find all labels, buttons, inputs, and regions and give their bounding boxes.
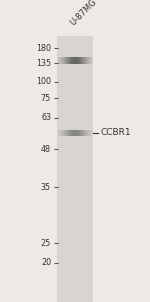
Bar — [59, 57, 60, 64]
Bar — [80, 130, 81, 136]
Bar — [68, 130, 69, 136]
Bar — [64, 130, 65, 136]
Bar — [65, 130, 66, 136]
Text: U-87MG: U-87MG — [69, 0, 99, 27]
Bar — [89, 57, 90, 64]
Bar — [73, 130, 74, 136]
Text: 75: 75 — [41, 94, 51, 103]
Text: 20: 20 — [41, 258, 51, 267]
Bar — [70, 57, 71, 64]
Bar — [60, 57, 61, 64]
Bar — [84, 130, 85, 136]
Bar — [75, 57, 76, 64]
Text: 135: 135 — [36, 59, 51, 68]
Bar — [86, 57, 87, 64]
Bar — [66, 57, 67, 64]
Bar — [90, 57, 91, 64]
Bar — [83, 130, 84, 136]
Bar — [90, 130, 91, 136]
Bar — [78, 130, 79, 136]
Bar — [82, 130, 83, 136]
Text: 25: 25 — [41, 239, 51, 248]
Bar — [84, 57, 85, 64]
Bar — [91, 130, 92, 136]
Bar — [91, 57, 92, 64]
Bar — [63, 57, 64, 64]
Bar — [58, 57, 59, 64]
Bar — [57, 36, 93, 302]
Bar — [77, 130, 78, 136]
Bar — [77, 57, 78, 64]
Bar — [72, 57, 73, 64]
Bar — [70, 130, 71, 136]
Text: 180: 180 — [36, 44, 51, 53]
Bar — [68, 57, 69, 64]
Bar — [88, 130, 89, 136]
Text: 35: 35 — [41, 183, 51, 192]
Bar — [62, 57, 63, 64]
Text: 63: 63 — [41, 113, 51, 122]
Bar — [87, 57, 88, 64]
Bar — [69, 130, 70, 136]
Bar — [62, 130, 63, 136]
Bar — [78, 57, 79, 64]
Bar — [63, 130, 64, 136]
Bar — [65, 57, 66, 64]
Bar — [75, 130, 76, 136]
Bar — [81, 130, 82, 136]
Bar — [88, 57, 89, 64]
Bar — [61, 57, 62, 64]
Bar — [71, 57, 72, 64]
Bar — [73, 57, 74, 64]
Bar — [89, 130, 90, 136]
Bar — [67, 57, 68, 64]
Text: 48: 48 — [41, 145, 51, 154]
Bar — [85, 57, 86, 64]
Bar — [58, 130, 59, 136]
Text: CCBR1: CCBR1 — [100, 128, 131, 137]
Bar — [86, 130, 87, 136]
Bar — [71, 130, 72, 136]
Bar — [85, 130, 86, 136]
Bar — [74, 130, 75, 136]
Bar — [66, 130, 67, 136]
Bar — [69, 57, 70, 64]
Bar — [61, 130, 62, 136]
Bar — [81, 57, 82, 64]
Bar — [76, 130, 77, 136]
Bar — [82, 57, 83, 64]
Bar — [74, 57, 75, 64]
Bar — [67, 130, 68, 136]
Bar — [79, 57, 80, 64]
Bar — [76, 57, 77, 64]
Bar — [83, 57, 84, 64]
Bar — [60, 130, 61, 136]
Bar — [87, 130, 88, 136]
Bar — [72, 130, 73, 136]
Bar — [80, 57, 81, 64]
Bar — [79, 130, 80, 136]
Text: 100: 100 — [36, 77, 51, 86]
Bar — [64, 57, 65, 64]
Bar — [59, 130, 60, 136]
